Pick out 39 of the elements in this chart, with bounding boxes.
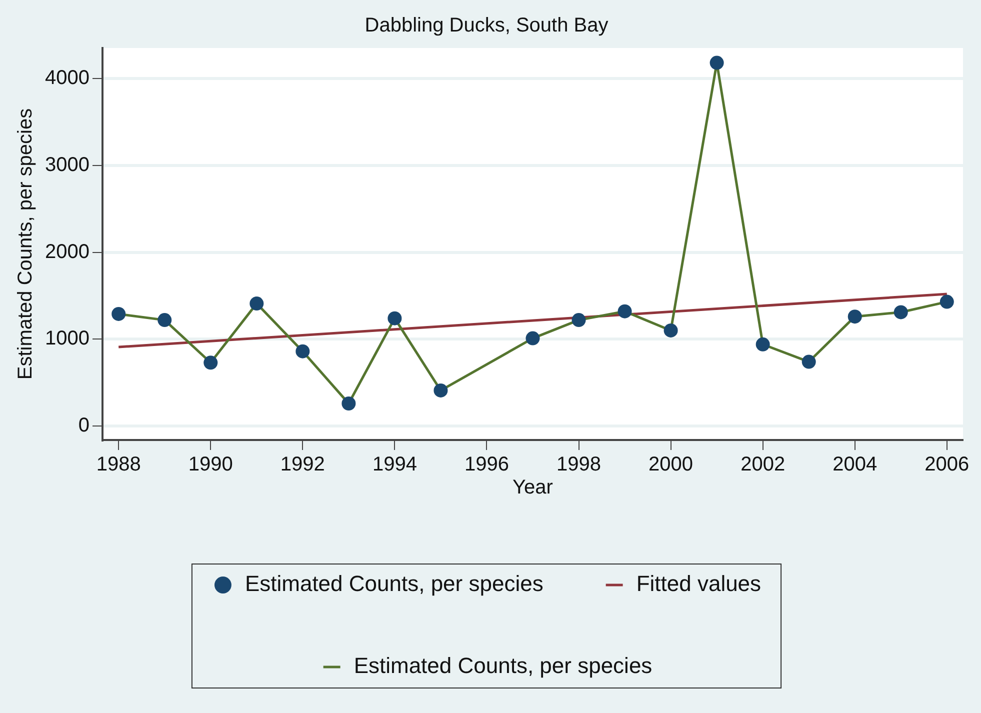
legend-label: Estimated Counts, per species	[244, 571, 544, 596]
x-tick-label: 2000	[648, 454, 694, 476]
x-tick-label: 2004	[832, 454, 878, 476]
point	[158, 313, 172, 328]
point	[342, 396, 356, 410]
point	[940, 294, 954, 309]
x-tick-label: 1990	[188, 454, 233, 476]
y-tick-label: 0	[78, 414, 90, 437]
y-tick-label: 1000	[44, 328, 90, 350]
point	[112, 306, 126, 321]
y-tick-label: 4000	[44, 66, 90, 89]
point	[894, 305, 908, 320]
point	[664, 323, 678, 338]
x-tick-label: 1994	[372, 454, 417, 476]
legend-label: Fitted values	[636, 571, 762, 596]
point	[526, 331, 540, 346]
y-tick-label: 3000	[44, 154, 90, 176]
point	[296, 344, 310, 358]
x-tick-label: 2002	[740, 454, 786, 476]
x-tick-label: 1996	[464, 454, 509, 476]
x-tick-label: 1998	[556, 454, 602, 476]
x-tick-label: 1988	[96, 454, 141, 476]
point	[618, 304, 632, 318]
x-tick-label: 2006	[924, 454, 970, 476]
x-tick-label: 1992	[280, 454, 325, 476]
point	[756, 337, 770, 352]
point	[204, 356, 218, 370]
chart-title: Dabbling Ducks, South Bay	[364, 14, 608, 37]
legend-label: Estimated Counts, per species	[354, 653, 652, 678]
point	[250, 296, 264, 311]
point	[434, 383, 448, 398]
point	[572, 313, 586, 328]
x-axis-title: Year	[512, 476, 554, 499]
point	[848, 310, 862, 324]
y-tick-label: 2000	[44, 240, 90, 263]
point	[710, 56, 724, 70]
y-axis-title: Estimated Counts, per species	[14, 108, 37, 380]
point	[802, 354, 816, 369]
point	[388, 311, 402, 326]
